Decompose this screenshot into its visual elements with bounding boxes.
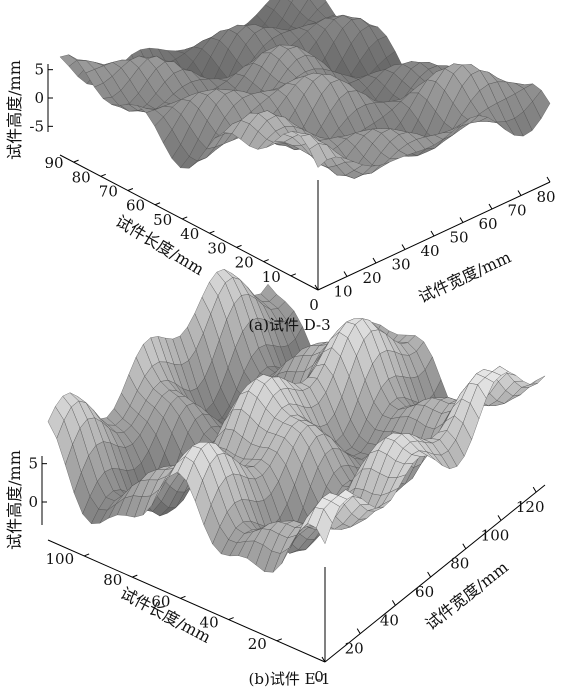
x-tick-mark [100,173,106,177]
y-tick-mark [314,284,319,291]
x-tick-mark [236,244,242,248]
caption-a: (a)试件 D-3 [248,316,331,334]
x-tick-mark [154,202,161,206]
y-tick-mark [356,628,361,634]
y-tick-label: 30 [391,256,410,274]
x-tick-label: 30 [207,239,226,257]
y-tick-label: 0 [314,668,324,686]
x-tick-label: 60 [126,197,145,215]
y-tick-label: 80 [536,188,555,206]
y-tick-label: 80 [450,555,469,573]
x-tick-mark [83,553,90,557]
y-tick-mark [488,203,493,210]
x-tick-label: 10 [262,268,281,286]
x-tick-mark [182,216,188,220]
y-tick-mark [546,176,551,183]
y-tick-label: 10 [333,283,352,301]
z-axis-label: 试件高度/mm [5,450,24,550]
y-tick-mark [401,244,406,250]
y-tick-label: 40 [420,242,439,260]
x-tick-label: 20 [248,635,267,653]
y-tick-label: 20 [345,640,364,658]
panel-a: 1020304050607080900102030405060708050-5试… [5,0,556,314]
x-tick-mark [132,574,138,578]
x-tick-mark [127,188,134,191]
z-tick-label: 0 [34,89,44,107]
surface [59,0,551,179]
y-axis-line [324,484,546,663]
surface-cell [316,508,333,545]
y-tick-mark [459,217,464,223]
z-tick-label: -5 [29,117,44,135]
x-tick-label: 100 [45,550,74,568]
y-tick-label: 70 [507,202,526,220]
x-tick-label: 90 [44,154,63,172]
x-axis-line [47,539,326,663]
y-tick-label: 0 [309,296,319,314]
x-tick-label: 40 [200,614,219,632]
y-tick-label: 60 [478,215,497,233]
z-tick-label: 5 [34,61,44,79]
surface-cell [309,143,328,168]
y-tick-mark [462,543,467,549]
surface-cell [287,0,294,3]
y-tick-label: 120 [516,498,545,516]
y-tick-label: 50 [449,229,468,247]
x-tick-label: 80 [72,168,91,186]
x-tick-mark [276,638,283,642]
panel-b: 2040608010002040608010012050试件高度/mm试件长度/… [5,268,546,686]
y-tick-label: 20 [362,269,381,287]
y-tick-mark [372,257,377,264]
y-tick-mark [430,230,435,237]
x-tick-label: 80 [103,571,122,589]
y-tick-mark [391,600,396,606]
y-tick-mark [497,515,502,521]
y-tick-mark [427,571,432,578]
y-tick-mark [517,190,522,196]
z-tick-label: 0 [28,493,38,511]
x-tick-mark [180,595,186,599]
x-tick-mark [290,273,297,277]
x-axis-line [59,154,319,291]
y-tick-label: 60 [415,583,434,601]
x-tick-mark [73,159,79,163]
z-tick-label: 5 [28,455,38,473]
x-tick-label: 20 [235,254,254,272]
axes [41,456,546,663]
y-tick-label: 100 [481,526,510,544]
x-tick-label: 70 [99,183,118,201]
y-tick-mark [343,271,348,277]
caption-b: (b)试件 E-1 [248,670,331,688]
surface [47,268,546,573]
y-tick-label: 40 [380,611,399,629]
x-tick-mark [209,230,215,234]
z-axis-label: 试件高度/mm [5,60,24,160]
x-tick-label: 60 [151,592,170,610]
x-tick-mark [263,259,269,263]
x-tick-label: 50 [153,211,172,229]
y-tick-mark [321,656,326,663]
x-tick-label: 40 [180,225,199,243]
y-tick-mark [532,486,537,493]
x-tick-mark [228,617,234,621]
